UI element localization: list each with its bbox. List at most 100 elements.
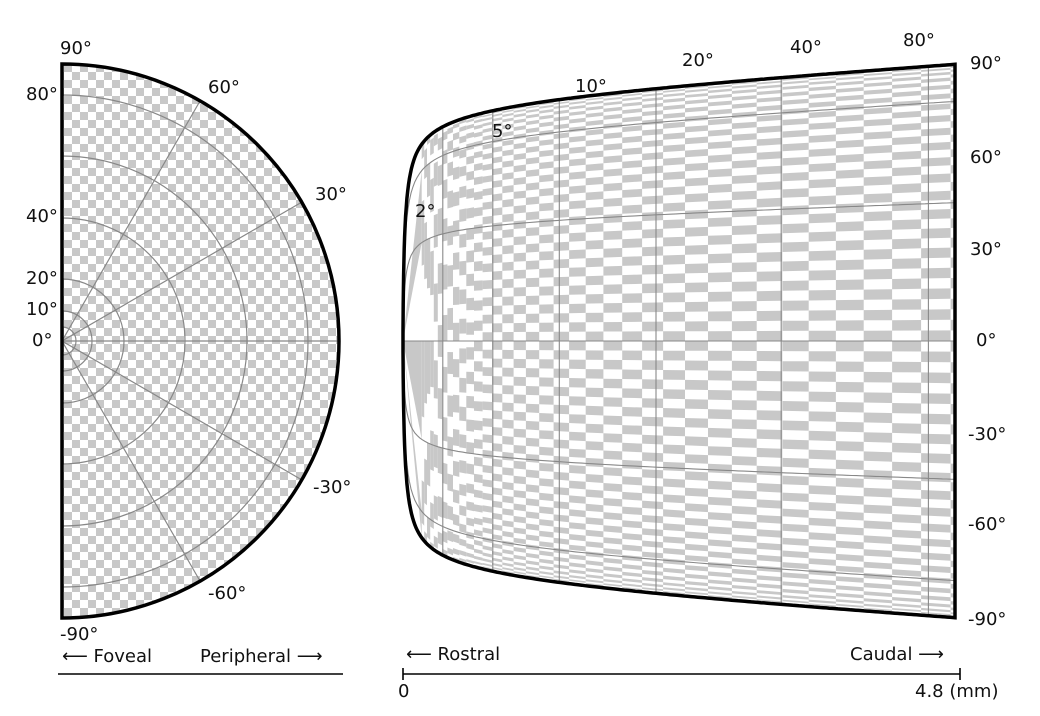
cortex-check-cell [553, 386, 570, 397]
cortex-check-cell [474, 280, 483, 291]
rostral-direction-label: ⟵ Rostral [406, 644, 500, 665]
cortex-check-cell [492, 543, 503, 550]
cortex-check-cell [756, 514, 783, 524]
cortex-check-cell [835, 526, 864, 536]
cortex-check-cell [756, 351, 783, 362]
cortex-check-cell [921, 453, 951, 464]
cortex-check-cell [433, 434, 438, 469]
cortex-check-cell [731, 473, 757, 483]
cortex-check-cell [492, 180, 503, 188]
cortex-check-cell [685, 543, 708, 552]
cortex-check-cell [482, 562, 492, 567]
cortex-check-cell [569, 480, 586, 490]
cortex-check-cell [502, 570, 514, 574]
cortex-check-cell [442, 548, 448, 556]
cortex-check-cell [863, 603, 893, 608]
cortex-check-cell [663, 575, 685, 581]
cortex-check-cell [466, 322, 474, 335]
cortex-check-cell [731, 490, 757, 500]
cortex-check-cell [892, 382, 922, 394]
cortex-check-cell [585, 457, 604, 468]
meridian-30 [62, 201, 303, 342]
cortex-check-cell [782, 562, 809, 570]
cortex-check-cell [466, 552, 474, 559]
cortex-check-cell [539, 322, 554, 332]
cortex-check-cell [525, 484, 540, 493]
cortex-check-cell [782, 300, 809, 311]
cortex-check-cell [453, 428, 460, 447]
cortex-check-cell [663, 88, 685, 93]
cortex-check-cell [835, 185, 864, 196]
cortex-check-cell [663, 408, 685, 418]
cortex-check-cell [892, 480, 922, 490]
cortex-check-cell [863, 561, 893, 570]
cortex-check-cell [808, 467, 836, 478]
cortex-check-cell [447, 547, 453, 556]
cortex-check-cell [474, 401, 483, 412]
cortex-check-cell [585, 350, 604, 360]
cortex-check-cell [474, 131, 483, 138]
cortex-check-cell [569, 465, 586, 474]
cortex-check-cell [622, 406, 643, 417]
cortex-check-cell [502, 112, 514, 118]
cortex-check-cell [585, 503, 604, 513]
cortex-check-cell [756, 271, 783, 282]
cortex-check-cell [685, 517, 708, 527]
cortex-check-cell [474, 561, 483, 566]
meridian-60 [62, 100, 201, 342]
cortex-check-cell [835, 576, 864, 583]
cortex-check-cell [756, 390, 783, 401]
cortex-check-cell [474, 489, 483, 499]
cortex-check-cell [642, 452, 664, 462]
cortex-check-cell [756, 595, 783, 600]
cortex-check-cell [430, 137, 434, 156]
cortex-check-cell [433, 161, 438, 187]
cortex-check-cell [442, 130, 448, 141]
cortex-check-cell [622, 586, 643, 591]
cortex-check-cell [539, 174, 554, 183]
cortex-check-cell [569, 267, 586, 277]
cortex-check-cell [585, 474, 604, 483]
cortex-check-cell [808, 250, 836, 261]
cortex-angle-label-90: 90° [970, 53, 1002, 74]
cortex-check-cell [863, 451, 893, 462]
cortex-check-cell [466, 463, 474, 475]
cortex-check-cell [459, 233, 467, 248]
cortex-check-cell [892, 320, 922, 331]
cortex-check-cell [782, 172, 809, 182]
cortex-check-cell [553, 313, 570, 323]
cortex-check-cell [756, 371, 783, 382]
cortex-check-cell [731, 520, 757, 530]
cortex-check-cell [447, 530, 453, 543]
cortex-check-cell [474, 176, 483, 185]
cortex-check-cell [513, 475, 526, 485]
cortex-angle-label-neg60: -60° [968, 514, 1006, 535]
cortex-check-cell [708, 331, 732, 341]
cortex-check-cell [539, 506, 554, 515]
cortex-check-cell [756, 447, 783, 458]
cortex-check-cell [863, 118, 893, 127]
cortex-check-cell [525, 119, 540, 126]
cortex-check-cells [403, 64, 955, 618]
cortex-check-cell [731, 84, 757, 89]
cortex-check-cell [603, 512, 623, 521]
cortex-check-cell [466, 188, 474, 199]
cortex-check-cell [482, 527, 492, 535]
cortex-check-cell [663, 157, 685, 166]
cortex-check-cell [642, 92, 664, 97]
cortex-check-cell [892, 579, 922, 587]
cortex-check-cell [892, 136, 922, 145]
cortex-check-cell [892, 529, 922, 539]
millimeter-scale-bar [402, 668, 961, 680]
cortex-check-cell [513, 411, 526, 421]
eccentricity-label-20: 20° [26, 268, 58, 289]
scale-end-label: 4.8 (mm) [915, 681, 998, 702]
cortex-check-cell [433, 495, 438, 521]
cortex-check-cell [756, 554, 783, 563]
cortex-check-cell [482, 163, 492, 171]
cortex-check-cell [731, 419, 757, 430]
cortex-check-cell [808, 587, 836, 593]
cortex-check-cell [569, 431, 586, 442]
cortex-check-cell [731, 262, 757, 273]
cortex-check-cell [622, 116, 643, 123]
